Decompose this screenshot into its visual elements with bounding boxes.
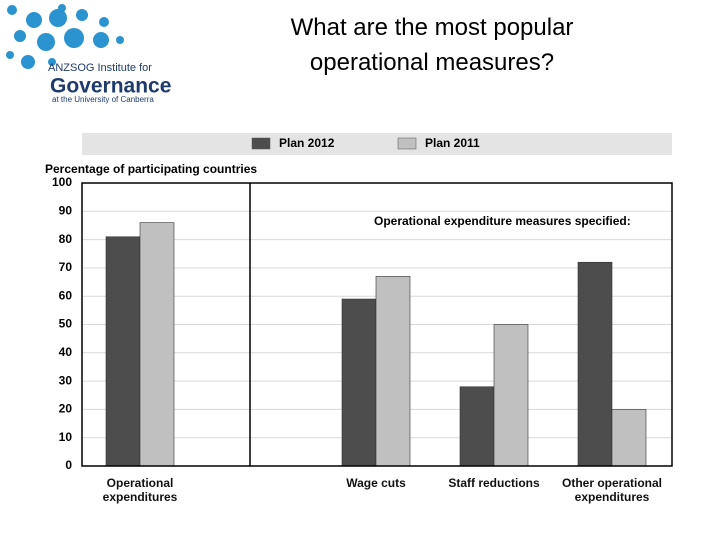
y-tick-label: 90	[59, 203, 73, 217]
legend-swatch	[251, 137, 271, 150]
y-tick-label: 20	[59, 402, 73, 416]
bar	[375, 276, 411, 467]
bar	[105, 236, 141, 467]
legend-label: Plan 2011	[425, 136, 480, 150]
y-tick-label: 60	[59, 288, 73, 302]
y-tick-label: 80	[59, 232, 73, 246]
x-tick-label: Other operational expenditures	[561, 476, 662, 504]
bar	[577, 261, 613, 467]
bar	[139, 222, 175, 467]
y-axis-label: Percentage of participating countries	[45, 162, 257, 176]
y-tick-label: 50	[59, 317, 73, 331]
y-tick-label: 30	[59, 373, 73, 387]
annotation: Operational expenditure measures specifi…	[374, 214, 631, 228]
y-tick-label: 70	[59, 260, 73, 274]
bar	[459, 386, 495, 467]
y-tick-label: 10	[59, 430, 73, 444]
legend-box	[82, 133, 672, 155]
x-tick-label: Staff reductions	[448, 476, 540, 490]
bar	[611, 409, 647, 467]
logo-line1: ANZSOG Institute for	[48, 62, 152, 74]
y-tick-label: 100	[52, 175, 72, 189]
logo-line2: Governance	[50, 75, 171, 98]
logo-dots	[6, 4, 124, 69]
x-tick-label: Wage cuts	[346, 476, 406, 490]
slide-title: What are the most popular operational me…	[290, 14, 574, 76]
legend-swatch	[397, 137, 417, 150]
y-tick-label: 40	[59, 345, 73, 359]
plot-frame	[81, 182, 673, 467]
legend-label: Plan 2012	[279, 136, 335, 150]
logo-line3: at the University of Canberra	[52, 95, 154, 104]
bar	[341, 298, 377, 467]
bar	[493, 324, 529, 467]
x-tick-label: Operational expenditures	[102, 476, 178, 504]
y-tick-label: 0	[65, 458, 72, 472]
